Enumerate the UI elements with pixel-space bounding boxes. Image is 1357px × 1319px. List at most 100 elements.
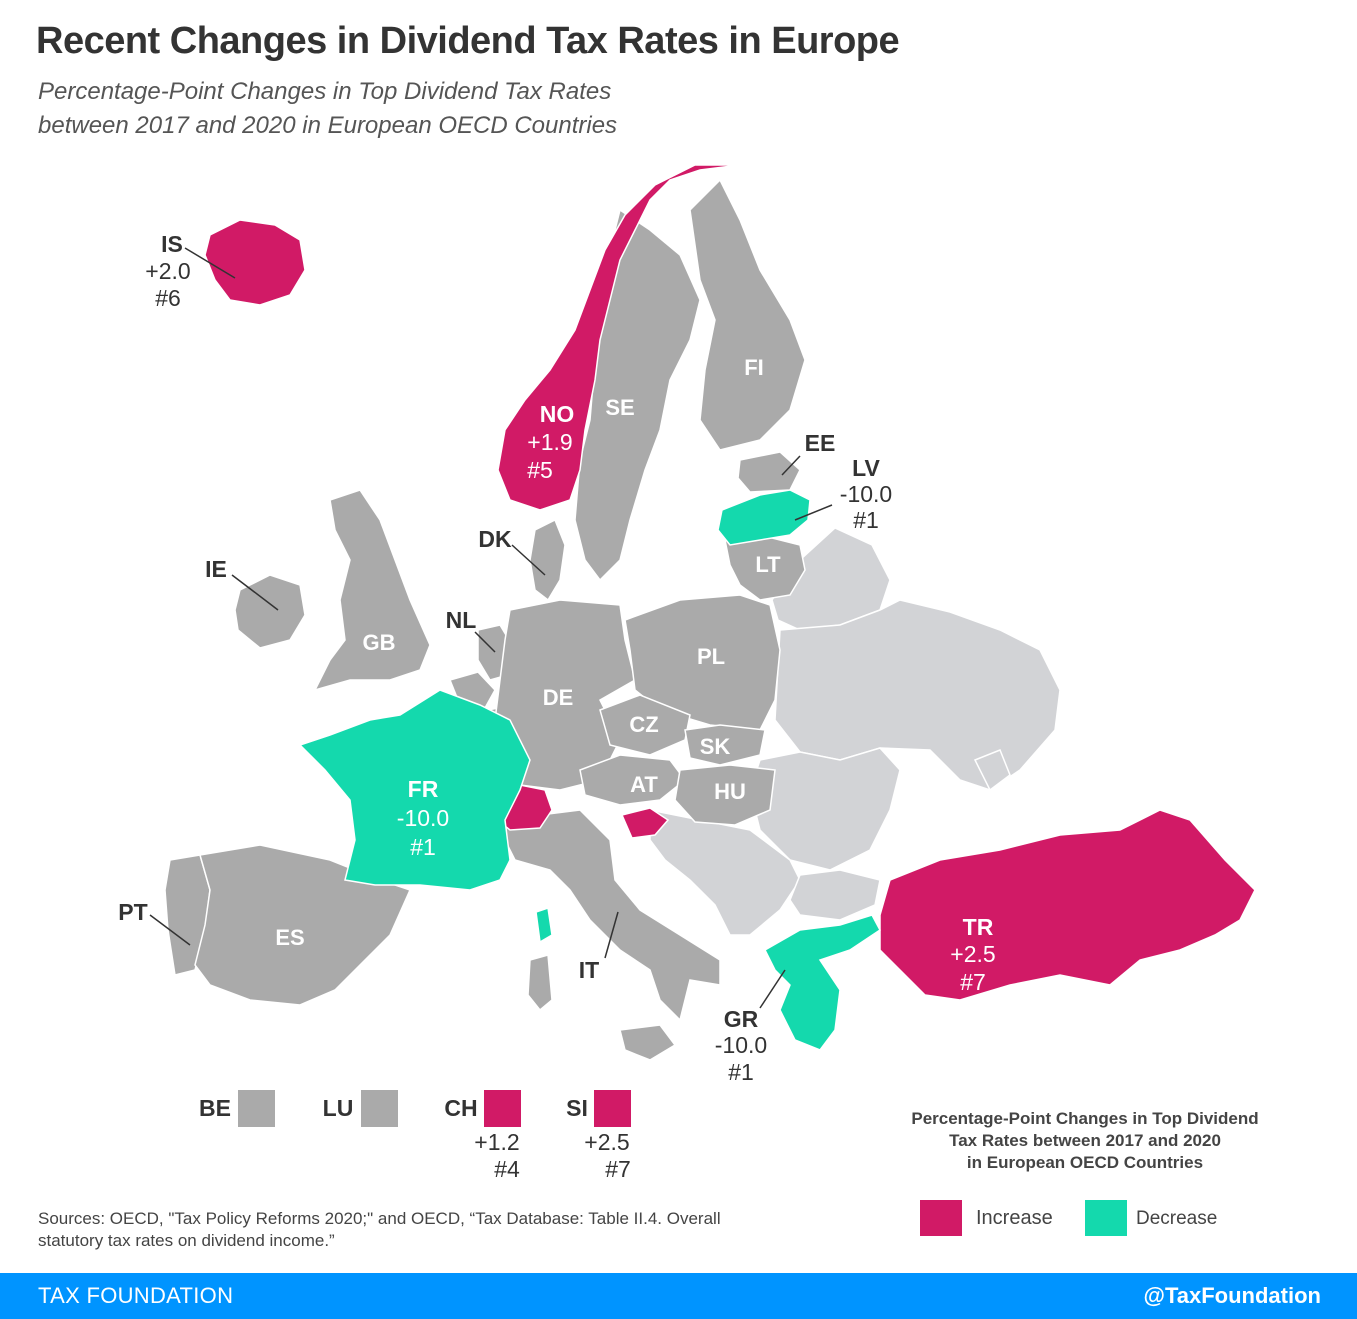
label-sk-code: SK	[700, 734, 731, 759]
page-title: Recent Changes in Dividend Tax Rates in …	[36, 20, 900, 62]
country-sk	[684, 724, 766, 766]
label-gb-code: GB	[363, 630, 396, 655]
country-it-sicily	[619, 1024, 677, 1061]
label-pt-code: PT	[118, 899, 147, 925]
legend-swatch-decrease	[1085, 1200, 1127, 1236]
label-no-change: +1.9	[527, 429, 572, 455]
inset-be-swatch	[238, 1090, 275, 1127]
inset-lu-swatch	[361, 1090, 398, 1127]
label-dk-code: DK	[478, 526, 512, 552]
europe-map: IS +2.0 #6 NO +1.9 #5 SE FI EE LV -10.0 …	[118, 164, 1256, 1182]
label-se-code: SE	[605, 395, 634, 420]
label-tr-change: +2.5	[950, 941, 995, 967]
label-is-change: +2.0	[145, 258, 190, 284]
country-ee	[737, 451, 801, 493]
country-hu	[674, 764, 776, 826]
country-cz	[599, 694, 691, 756]
legend-title: Percentage-Point Changes in Top Dividend…	[860, 1108, 1310, 1174]
non-oecd-countries	[649, 527, 1061, 936]
country-is	[204, 219, 306, 306]
leader-is	[184, 247, 236, 279]
legend-label-decrease: Decrease	[1136, 1208, 1218, 1229]
region-crimea	[973, 749, 1011, 792]
region-romania-moldova	[749, 747, 901, 871]
no-change-countries	[164, 178, 806, 1061]
footer-brand: TAX FOUNDATION	[38, 1283, 234, 1308]
country-it	[498, 809, 721, 1022]
country-fr-corsica	[535, 907, 553, 944]
label-is-rank: #6	[155, 285, 181, 311]
subtitle-line-1: Percentage-Point Changes in Top Dividend…	[38, 78, 612, 105]
country-no	[497, 164, 741, 511]
inset-be-code: BE	[199, 1095, 231, 1121]
country-gr	[764, 914, 881, 1051]
label-ie-code: IE	[205, 556, 227, 582]
leader-gr	[759, 969, 786, 1009]
inset-lu-code: LU	[323, 1095, 354, 1121]
leader-pt	[149, 914, 191, 946]
decrease-countries	[298, 489, 881, 1051]
label-gr-code: GR	[724, 1006, 759, 1032]
label-cz-code: CZ	[629, 712, 658, 737]
leader-ie	[231, 574, 279, 611]
label-es-code: ES	[275, 925, 304, 950]
label-no-rank: #5	[527, 457, 553, 483]
label-nl-code: NL	[446, 607, 477, 633]
country-es	[194, 844, 412, 1006]
country-labels: IS +2.0 #6 NO +1.9 #5 SE FI EE LV -10.0 …	[118, 231, 995, 1085]
country-ie	[234, 574, 306, 649]
leader-dk	[511, 544, 546, 576]
country-pl	[624, 594, 781, 731]
label-ee-code: EE	[805, 430, 836, 456]
region-balkans	[649, 809, 801, 936]
leader-it	[604, 911, 619, 959]
country-at	[579, 754, 687, 806]
region-belarus	[771, 527, 891, 631]
label-fr-change: -10.0	[397, 805, 449, 831]
label-fr-code: FR	[408, 776, 439, 802]
leader-nl	[474, 631, 496, 653]
label-lt-code: LT	[755, 552, 781, 577]
inset-ch-swatch	[484, 1090, 521, 1127]
inset-si-code: SI	[566, 1095, 588, 1121]
label-no-code: NO	[540, 401, 575, 427]
label-lv-change: -10.0	[840, 481, 892, 507]
label-hu-code: HU	[714, 779, 746, 804]
inset-ch-code: CH	[444, 1095, 477, 1121]
label-tr-code: TR	[963, 914, 994, 940]
label-lv-code: LV	[852, 455, 880, 481]
legend-label-increase: Increase	[976, 1207, 1053, 1229]
label-de-code: DE	[543, 685, 574, 710]
label-fr-rank: #1	[410, 834, 436, 860]
country-gb	[313, 489, 431, 692]
inset-ch-rank: #4	[494, 1156, 520, 1182]
leader-ee	[781, 455, 801, 476]
inset-si-swatch	[594, 1090, 631, 1127]
country-fi	[689, 178, 806, 451]
sources-note: Sources: OECD, "Tax Policy Reforms 2020;…	[38, 1208, 878, 1252]
legend-title-line-2: Tax Rates between 2017 and 2020	[949, 1131, 1221, 1150]
inset-si-change: +2.5	[584, 1129, 629, 1155]
label-fi-code: FI	[744, 355, 764, 380]
label-gr-change: -10.0	[715, 1032, 767, 1058]
inset-ch-change: +1.2	[474, 1129, 519, 1155]
label-it-code: IT	[579, 957, 599, 983]
country-si	[620, 807, 670, 839]
country-tr	[879, 809, 1256, 1001]
footer-handle: @TaxFoundation	[1143, 1283, 1321, 1308]
sources-line-1: Sources: OECD, "Tax Policy Reforms 2020;…	[38, 1209, 721, 1228]
increase-countries	[204, 164, 1256, 1001]
sources-line-2: statutory tax rates on dividend income.”	[38, 1231, 335, 1250]
subtitle-line-2: between 2017 and 2020 in European OECD C…	[38, 112, 618, 139]
footer-bar: TAX FOUNDATION @TaxFoundation	[0, 1273, 1357, 1319]
country-dk	[529, 518, 566, 602]
leader-lines	[149, 247, 833, 1009]
country-se	[574, 208, 701, 582]
label-gr-rank: #1	[728, 1059, 754, 1085]
legend-title-line-3: in European OECD Countries	[966, 1153, 1204, 1172]
legend-swatch-increase	[920, 1200, 962, 1236]
region-bulgaria	[789, 869, 881, 921]
country-it-sardinia	[527, 954, 553, 1012]
country-fr	[298, 689, 531, 891]
label-is-code: IS	[161, 231, 183, 257]
